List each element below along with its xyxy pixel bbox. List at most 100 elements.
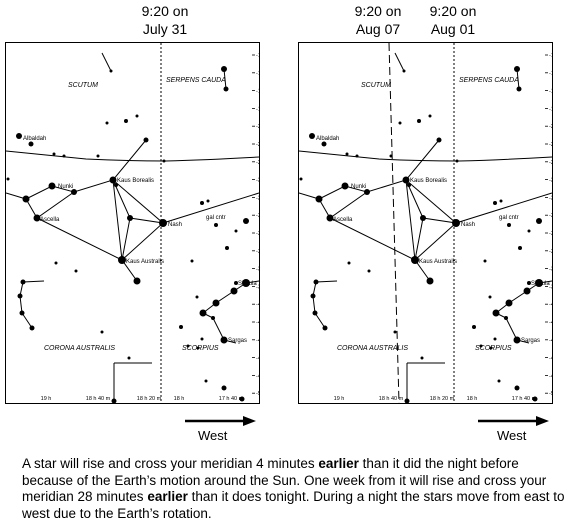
star-av (404, 398, 410, 403)
dec-label: -22d (256, 142, 259, 148)
constellation-line (405, 179, 457, 224)
dec-label: -14d (256, 71, 259, 77)
dec-label: -36d (256, 267, 259, 273)
star-au (322, 325, 328, 331)
caption-part-2: than it did the night before because of … (22, 456, 547, 504)
star-bb (54, 261, 58, 265)
constellation-name: SCORPIUS (475, 345, 512, 352)
star-v (507, 223, 511, 227)
label-ascella: Ascella (333, 217, 353, 223)
constellation-line (329, 217, 431, 282)
star-ascella (326, 214, 334, 222)
star-aa (516, 86, 522, 92)
left-time-header: 9:20 on July 31 (115, 2, 215, 38)
star-ao (109, 69, 113, 73)
star-ay (234, 229, 238, 233)
dec-label: -24d (549, 160, 552, 166)
star-m (426, 277, 434, 285)
constellation-line (495, 282, 540, 344)
constellation-line (315, 280, 338, 283)
star-chart-left-svg: Albaldah Nunki Kaus Borealis Ascella Nash Kau… (6, 43, 259, 403)
star-nash (159, 219, 167, 227)
constellation-name: CORONA AUSTRALIS (44, 345, 115, 352)
star-n (407, 183, 411, 187)
constellation-name: SCUTUM (361, 82, 391, 89)
star-e (364, 189, 370, 195)
star-y (190, 259, 194, 263)
caption-part-3: than it does tonight. During a night the… (22, 489, 565, 521)
dec-label: -44d (256, 338, 259, 344)
star-chart-right-svg: Albaldah Nunki Kaus Borealis Ascella Nash Kau… (299, 43, 552, 403)
dec-label: -40d (549, 302, 552, 308)
label-sargas: Sargas (228, 338, 247, 344)
label-albaldah: Albaldah (316, 136, 339, 142)
constellation-line (312, 281, 326, 329)
star-x (518, 246, 522, 250)
dec-label: -42d (256, 320, 259, 326)
constellation-name: SCORPIUS (182, 345, 219, 352)
star-nunki (341, 182, 349, 190)
dec-label: -46d (256, 356, 259, 362)
star-z (514, 66, 520, 72)
constellation-name: CORONA AUSTRALIS (337, 345, 408, 352)
star-kaus-australis (118, 256, 126, 264)
label-shaula: Shaula (238, 281, 257, 287)
star-kaus-borealis (109, 176, 117, 184)
star-aa (223, 86, 229, 92)
star-ae (523, 287, 531, 295)
star-v (214, 223, 218, 227)
label-gal-cntr: gal cntr (499, 215, 519, 221)
star-c (345, 152, 349, 156)
star-i (143, 137, 149, 143)
ecliptic-line (299, 150, 552, 162)
star-ap (355, 154, 359, 158)
star-af (505, 299, 513, 307)
star-b (28, 141, 34, 147)
constellation-line (36, 217, 138, 282)
dec-label: -40d (256, 302, 259, 308)
constellation-line (112, 179, 164, 224)
constellation-line (162, 192, 259, 224)
label-albaldah: Albaldah (23, 136, 46, 142)
dec-label: -48d (256, 373, 259, 379)
dec-label: -26d (549, 178, 552, 184)
star-ascella (33, 214, 41, 222)
star-p (398, 121, 402, 125)
dec-label: -38d (256, 284, 259, 290)
star-ac (527, 281, 531, 285)
star-ac (234, 281, 238, 285)
ra-label: 18 h 40 m (379, 396, 404, 402)
west-label-left: West (198, 428, 228, 443)
dec-label: -50d (256, 391, 259, 397)
label-kaus-borealis: Kaus Borealis (117, 178, 154, 184)
dec-label: -30d (549, 213, 552, 219)
star-i (436, 137, 442, 143)
dec-label: -14d (549, 71, 552, 77)
star-c (52, 152, 56, 156)
constellation-line (202, 282, 247, 344)
label-ascella: Ascella (40, 217, 60, 223)
star-ay (527, 229, 531, 233)
star-ah (211, 316, 215, 320)
star-albaldah (309, 133, 315, 139)
star-ax (489, 346, 493, 350)
star-as (17, 293, 23, 299)
dec-label: -44d (549, 338, 552, 344)
caption-bold-2: earlier (147, 489, 188, 504)
star-u (200, 201, 204, 205)
label-shaula: Shaula (531, 281, 550, 287)
dec-label: -28d (256, 195, 259, 201)
star-ba (497, 379, 501, 383)
star-ao (402, 69, 406, 73)
star-j (127, 215, 133, 221)
star-am (221, 385, 227, 391)
right-header-b-date: Aug 01 (430, 21, 476, 37)
star-q (417, 119, 421, 123)
star-ar (20, 279, 26, 285)
dec-label: -24d (256, 160, 259, 166)
star-as (310, 293, 316, 299)
ra-label: 19 h (334, 396, 345, 402)
star-n (114, 183, 118, 187)
dec-label: -34d (549, 249, 552, 255)
star-nunki (48, 182, 56, 190)
